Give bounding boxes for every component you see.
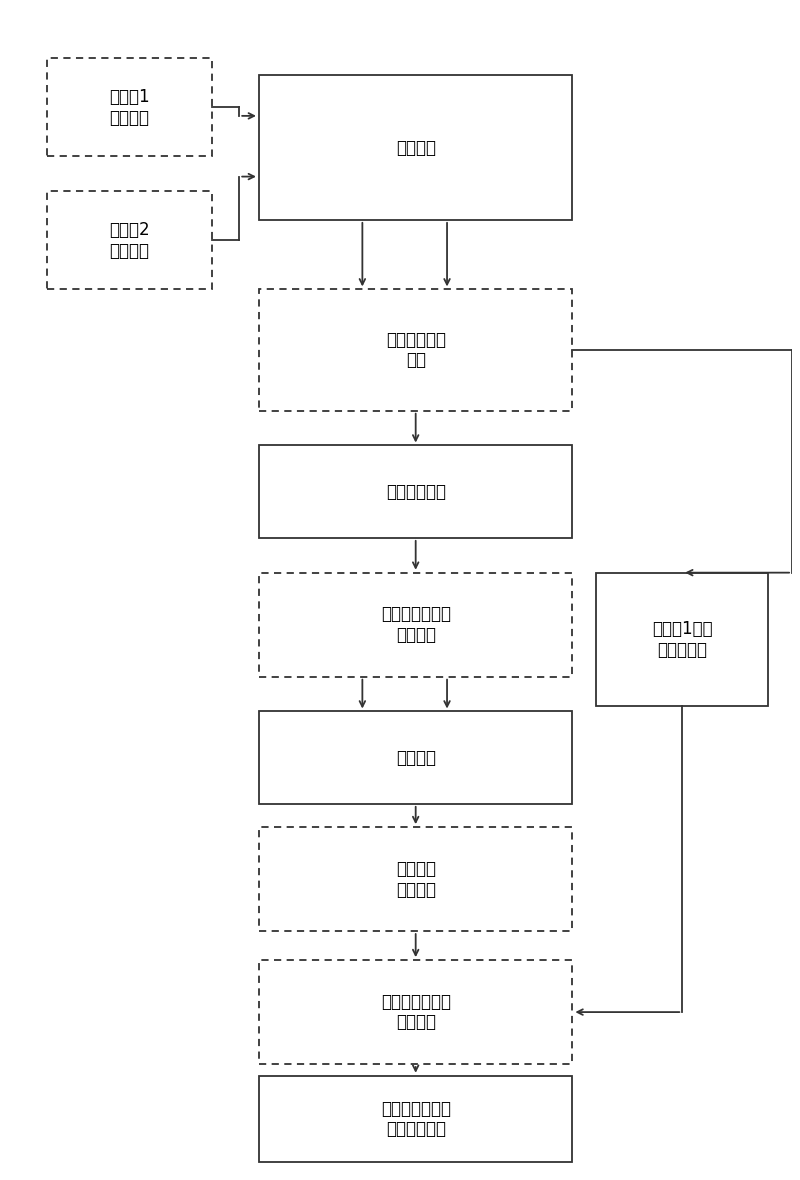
Text: 变换到倒谱域: 变换到倒谱域 <box>386 483 446 500</box>
Bar <box>259 961 573 1064</box>
Text: 分帧、预加重
加窗: 分帧、预加重 加窗 <box>386 330 446 369</box>
Bar <box>259 446 573 538</box>
Text: 低通滤波
去除混响: 低通滤波 去除混响 <box>396 860 436 898</box>
Bar <box>596 572 769 706</box>
Text: 麦克顴1信号
的相位信息: 麦克顴1信号 的相位信息 <box>652 620 713 658</box>
Text: 时延补偿: 时延补偿 <box>396 139 436 157</box>
Bar <box>47 191 212 289</box>
Bar <box>47 58 212 156</box>
Text: 麦克顴1
接收信号: 麦克顴1 接收信号 <box>110 87 150 126</box>
Bar <box>259 827 573 931</box>
Text: 去除混响的频域
初步降噪信号: 去除混响的频域 初步降噪信号 <box>381 1100 450 1139</box>
Text: 麦克顴2
接收信号: 麦克顴2 接收信号 <box>110 221 150 260</box>
Bar <box>259 712 573 804</box>
Text: 计算倒谱域最小
相位分量: 计算倒谱域最小 相位分量 <box>381 605 450 644</box>
Bar <box>259 1076 573 1162</box>
Bar <box>259 289 573 411</box>
Text: 波束形成: 波束形成 <box>396 748 436 767</box>
Bar <box>259 76 573 219</box>
Bar <box>259 572 573 676</box>
Text: 变换到频域最小
相位分量: 变换到频域最小 相位分量 <box>381 992 450 1031</box>
